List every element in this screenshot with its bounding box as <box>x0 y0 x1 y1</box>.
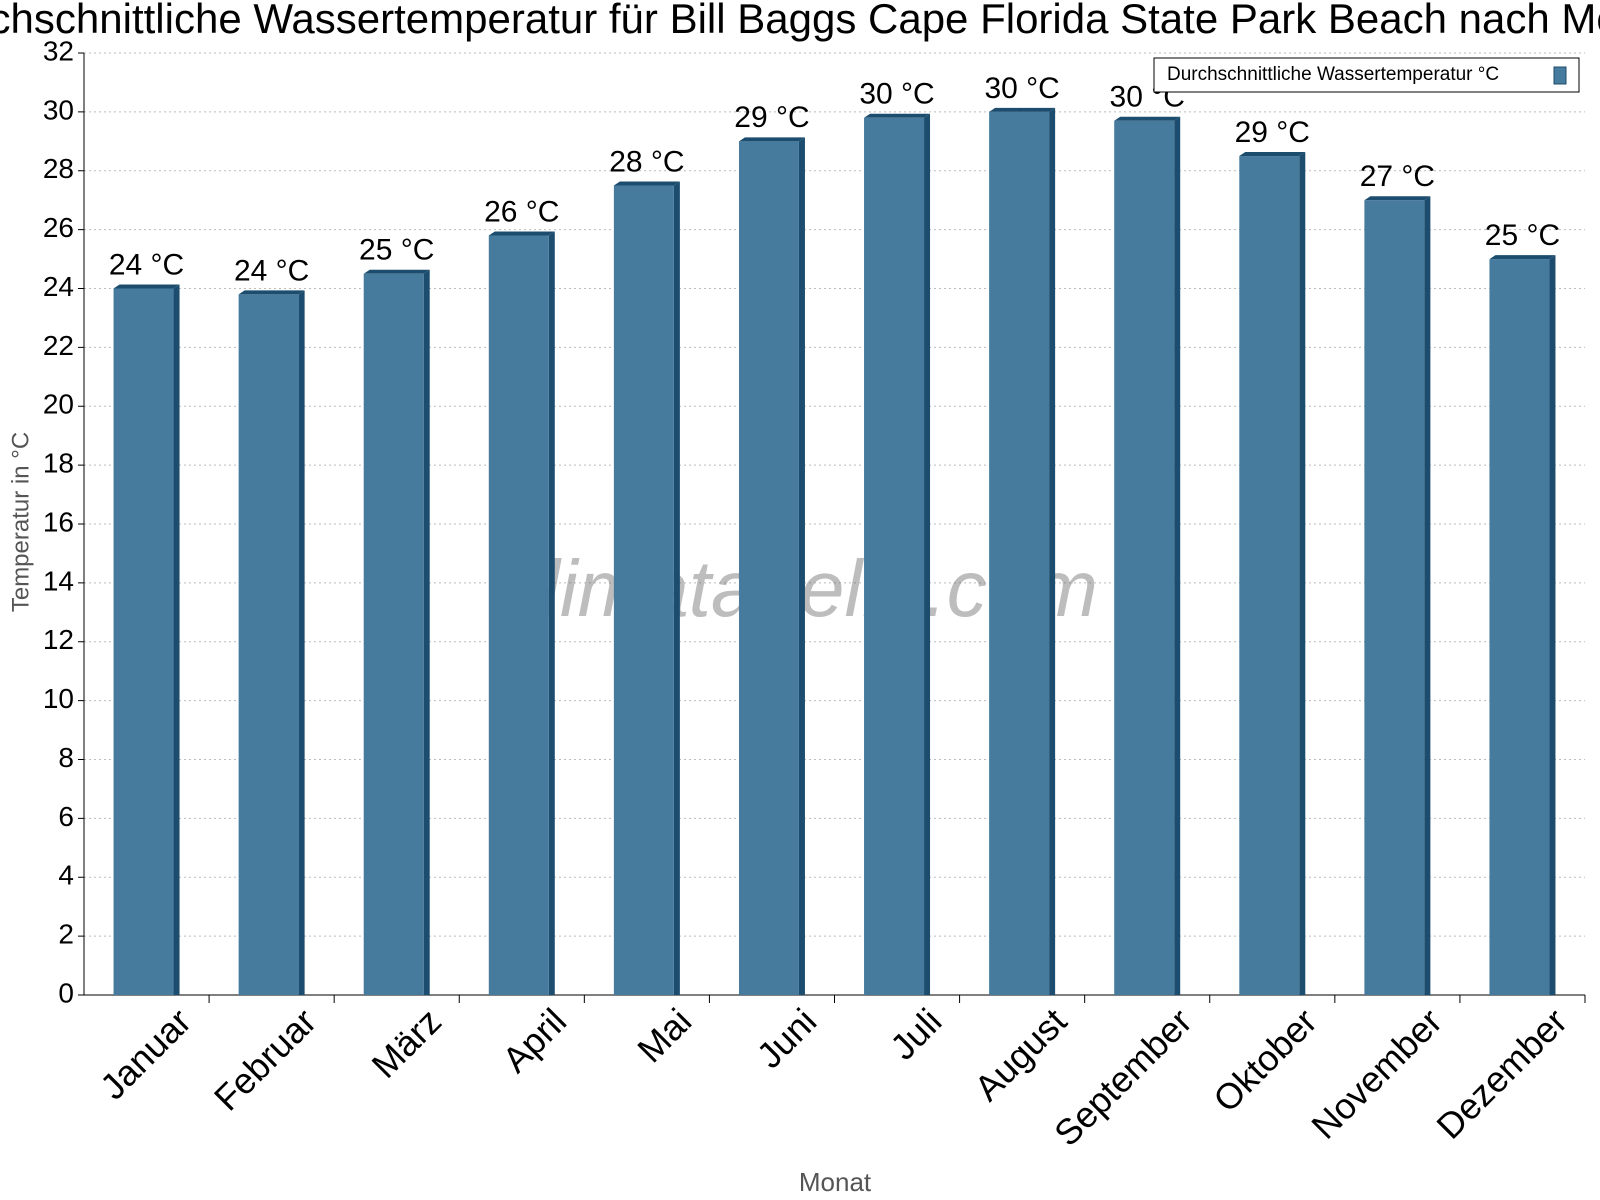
x-tick-label: April <box>494 1000 574 1080</box>
y-tick-label: 20 <box>43 389 74 420</box>
y-tick-label: 12 <box>43 624 74 655</box>
y-tick-label: 4 <box>58 860 74 891</box>
bar-top <box>864 113 931 118</box>
x-tick-label: September <box>1046 1000 1200 1154</box>
bar-top <box>1364 196 1431 201</box>
bar-side <box>1299 152 1306 995</box>
bar <box>488 235 549 995</box>
value-label: 24 °C <box>234 254 309 287</box>
bar-side <box>673 181 680 995</box>
value-label: 27 °C <box>1360 160 1435 193</box>
y-axis-label: Temperatur in °C <box>7 432 34 612</box>
bar <box>1114 120 1175 996</box>
bar-top <box>989 107 1056 112</box>
bar-group <box>864 113 931 995</box>
y-tick-label: 32 <box>43 35 74 66</box>
bar-side <box>173 284 180 995</box>
bar-side <box>1049 107 1056 995</box>
value-label: 29 °C <box>734 101 809 134</box>
bar-top <box>1114 116 1181 121</box>
value-label: 25 °C <box>1485 219 1560 252</box>
bar-side <box>924 113 931 995</box>
y-tick-label: 30 <box>43 94 74 125</box>
x-tick-label: Juli <box>882 1000 949 1067</box>
bar-side <box>1424 196 1431 995</box>
y-tick-label: 26 <box>43 212 74 243</box>
value-label: 30 °C <box>984 72 1059 105</box>
bar-top <box>113 284 180 289</box>
bar-side <box>798 137 805 995</box>
bar-top <box>488 231 555 236</box>
y-tick-label: 0 <box>58 977 74 1008</box>
x-tick-label: Januar <box>92 1000 199 1107</box>
bar-group <box>1489 255 1556 995</box>
legend-box <box>1153 57 1580 93</box>
x-tick-label: Oktober <box>1205 1000 1325 1120</box>
y-tick-label: 16 <box>43 506 74 537</box>
y-tick-label: 28 <box>43 153 74 184</box>
bar <box>613 185 674 995</box>
y-tick-label: 8 <box>58 742 74 773</box>
bar-top <box>613 181 680 186</box>
value-label: 24 °C <box>109 248 184 281</box>
x-tick-label: März <box>364 1000 450 1086</box>
y-tick-label: 14 <box>43 565 74 596</box>
x-tick-label: Februar <box>206 1000 324 1118</box>
y-tick-label: 24 <box>43 271 74 302</box>
bar-group <box>738 137 805 995</box>
y-tick-label: 10 <box>43 683 74 714</box>
bar-side <box>548 231 555 995</box>
bar-top <box>738 137 805 142</box>
chart-title: Durchschnittliche Wassertemperatur für B… <box>0 0 1600 42</box>
x-tick-label: November <box>1303 1000 1449 1146</box>
bar <box>238 294 299 995</box>
x-axis-label: Monat <box>799 1167 872 1197</box>
bar-group <box>1114 116 1181 996</box>
bar-group <box>613 181 680 995</box>
bar-group <box>113 284 180 995</box>
y-tick-label: 6 <box>58 801 74 832</box>
y-tick-label: 22 <box>43 330 74 361</box>
x-tick-label: August <box>966 1000 1074 1108</box>
bar-group <box>238 290 305 995</box>
bar-side <box>1549 255 1556 995</box>
x-tick-label: Juni <box>749 1000 825 1076</box>
bar <box>989 111 1050 995</box>
bar-top <box>238 290 305 295</box>
value-label: 29 °C <box>1235 116 1310 149</box>
bar <box>1364 200 1425 995</box>
value-label: 26 °C <box>484 195 559 228</box>
x-tick-label: Dezember <box>1428 1000 1574 1146</box>
legend-label: Durchschnittliche Wassertemperatur °C <box>1167 64 1499 85</box>
bar-group <box>989 107 1056 995</box>
bar-top <box>1489 255 1556 260</box>
bar-group <box>1364 196 1431 995</box>
value-label: 25 °C <box>359 234 434 267</box>
value-label: 30 °C <box>859 78 934 111</box>
bar-group <box>488 231 555 995</box>
x-tick-label: Mai <box>629 1000 699 1070</box>
bar-group <box>1239 152 1306 995</box>
bar <box>363 273 424 995</box>
y-tick-label: 18 <box>43 448 74 479</box>
bar <box>113 288 174 995</box>
bar <box>864 117 925 995</box>
bar <box>1489 259 1550 995</box>
bar-side <box>1174 116 1181 996</box>
bar-side <box>298 290 305 995</box>
bar-top <box>363 269 430 274</box>
y-tick-label: 2 <box>58 919 74 950</box>
bar <box>738 141 799 995</box>
bar-side <box>423 269 430 995</box>
bar <box>1239 156 1300 995</box>
legend-swatch <box>1553 66 1567 85</box>
bar-group <box>363 269 430 995</box>
bar-top <box>1239 152 1306 157</box>
value-label: 28 °C <box>609 145 684 178</box>
